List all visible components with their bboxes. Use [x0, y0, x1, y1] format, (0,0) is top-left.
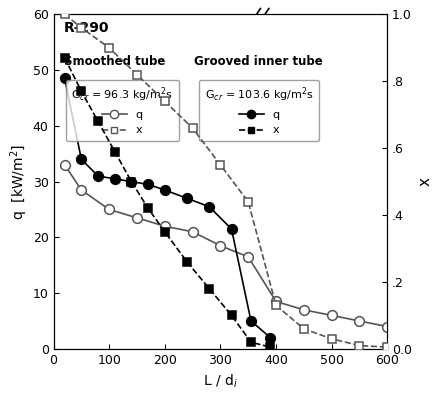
Text: R-290: R-290 — [64, 21, 109, 35]
X-axis label: L / d$_i$: L / d$_i$ — [203, 372, 238, 390]
Y-axis label: q  [kW/m$^2$]: q [kW/m$^2$] — [8, 144, 30, 220]
Text: Smoothed tube: Smoothed tube — [64, 55, 165, 68]
Legend: q, x: q, x — [199, 80, 319, 141]
Y-axis label: x: x — [418, 177, 433, 186]
Text: Grooved inner tube: Grooved inner tube — [194, 55, 322, 68]
